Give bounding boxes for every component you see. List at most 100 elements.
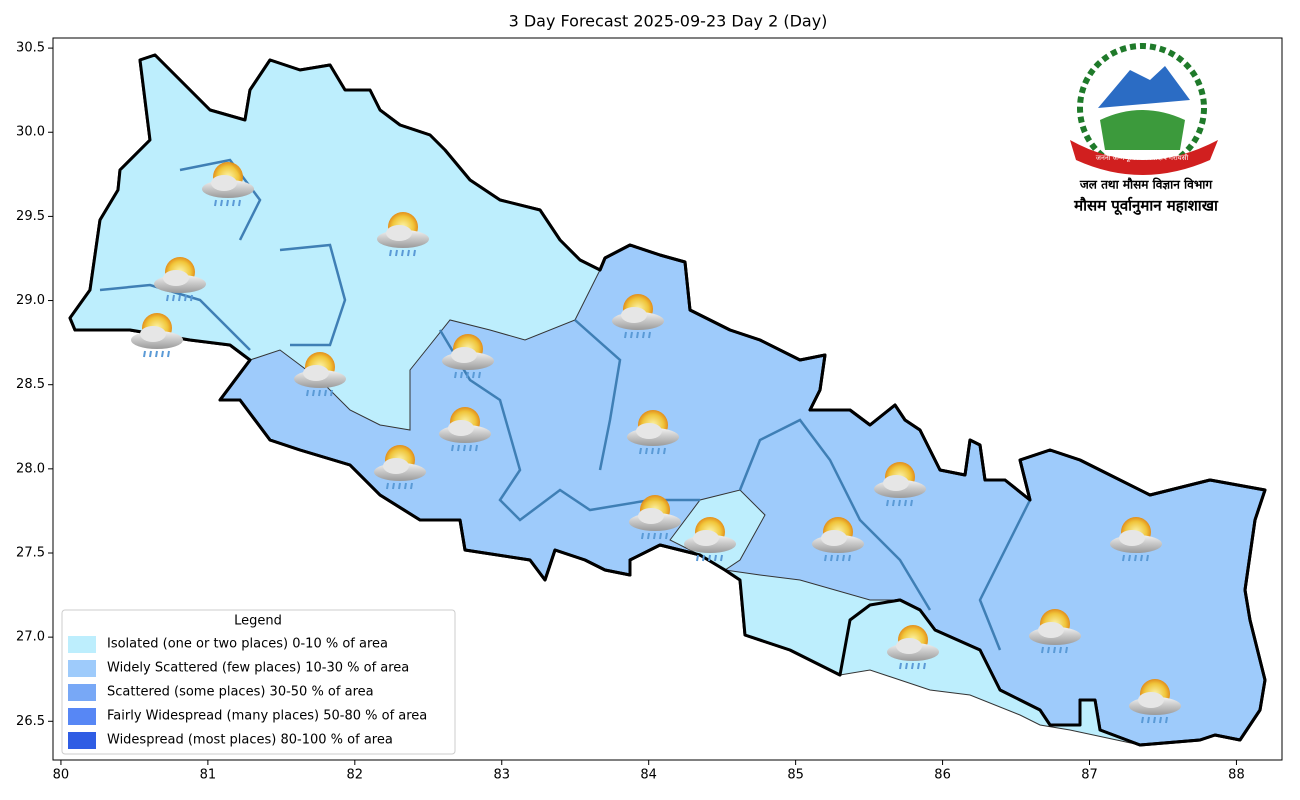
icon-rain <box>1122 554 1125 562</box>
weather-icon <box>812 517 864 562</box>
logo-mountain <box>1098 66 1190 108</box>
legend-title: Legend <box>234 614 282 629</box>
icon-rain <box>238 199 241 207</box>
icon-rain <box>898 499 901 507</box>
legend-label: Widespread (most places) 80-100 % of are… <box>107 733 393 748</box>
icon-rain <box>696 554 699 562</box>
icon-rain <box>1065 646 1068 654</box>
icon-rain <box>466 371 469 379</box>
icon-rain <box>641 532 644 540</box>
icon-rain <box>917 662 920 670</box>
icon-rain <box>413 249 416 257</box>
icon-cloud-top <box>140 326 166 342</box>
x-tick-label: 88 <box>1228 768 1245 783</box>
y-tick-label: 29.0 <box>16 293 45 308</box>
icon-rain <box>330 389 333 397</box>
icon-rain <box>923 662 926 670</box>
legend-box <box>61 609 456 755</box>
icon-cloud-top <box>386 225 412 241</box>
icon-rain <box>184 294 187 302</box>
icon-rain <box>318 389 321 397</box>
icon-rain <box>324 389 327 397</box>
icon-rain <box>636 331 639 339</box>
icon-rain <box>472 371 475 379</box>
icon-cloud-top <box>448 420 474 436</box>
icon-rain <box>824 554 827 562</box>
icon-rain <box>702 554 705 562</box>
x-tick-label: 82 <box>347 768 364 783</box>
chart-title: 3 Day Forecast 2025-09-23 Day 2 (Day) <box>509 12 828 31</box>
weather-icon <box>627 410 679 455</box>
y-tick-label: 28.0 <box>16 461 45 476</box>
legend-swatch <box>68 684 96 701</box>
weather-icon <box>684 517 736 562</box>
icon-cloud-top <box>636 423 662 439</box>
icon-rain <box>1053 646 1056 654</box>
icon-rain <box>166 294 169 302</box>
icon-rain <box>1140 554 1143 562</box>
icon-cloud-top <box>303 365 329 381</box>
x-tick-label: 85 <box>787 768 804 783</box>
icon-rain <box>639 447 642 455</box>
icon-rain <box>451 444 454 452</box>
y-tick-label: 26.5 <box>16 714 45 729</box>
icon-rain <box>659 532 662 540</box>
legend-swatch <box>68 636 96 653</box>
icon-rain <box>178 294 181 302</box>
icon-rain <box>648 331 651 339</box>
icon-rain <box>663 447 666 455</box>
icon-rain <box>1153 716 1156 724</box>
icon-rain <box>457 444 460 452</box>
icon-rain <box>830 554 833 562</box>
icon-rain <box>657 447 660 455</box>
legend-swatch <box>68 660 96 677</box>
icon-rain <box>478 371 481 379</box>
x-tick-label: 80 <box>53 768 70 783</box>
x-tick-label: 86 <box>934 768 951 783</box>
x-tick-label: 84 <box>640 768 657 783</box>
icon-cloud-top <box>621 307 647 323</box>
icon-rain <box>653 532 656 540</box>
y-tick-label: 27.0 <box>16 630 45 645</box>
y-tick-label: 27.5 <box>16 545 45 560</box>
icon-cloud-top <box>211 175 237 191</box>
icon-rain <box>172 294 175 302</box>
y-tick-label: 29.5 <box>16 209 45 224</box>
icon-cloud-top <box>693 530 719 546</box>
weather-icon <box>612 294 664 339</box>
icon-cloud-top <box>1119 530 1145 546</box>
division-name: मौसम पूर्वानुमान महाशाखा <box>1073 197 1219 216</box>
icon-rain <box>389 249 392 257</box>
legend: Legend Isolated (one or two places) 0-10… <box>61 609 456 755</box>
logo-motto: जननी जन्मभूमिश्च स्वर्गादपि गरीयसी <box>1096 153 1189 162</box>
weather-icon <box>442 334 494 379</box>
icon-rain <box>624 331 627 339</box>
icon-rain <box>720 554 723 562</box>
icon-rain <box>401 249 404 257</box>
icon-rain <box>155 350 158 358</box>
weather-icon <box>874 462 926 507</box>
x-tick-label: 83 <box>493 768 510 783</box>
icon-rain <box>842 554 845 562</box>
icon-rain <box>892 499 895 507</box>
icon-rain <box>407 249 410 257</box>
national-border <box>68 53 1267 747</box>
icon-rain <box>714 554 717 562</box>
weather-icon <box>154 257 206 302</box>
icon-cloud-top <box>896 638 922 654</box>
icon-rain <box>190 294 193 302</box>
icon-rain <box>905 662 908 670</box>
icon-rain <box>630 331 633 339</box>
icon-rain <box>1128 554 1131 562</box>
icon-cloud-top <box>638 508 664 524</box>
icon-rain <box>1165 716 1168 724</box>
icon-cloud-top <box>1038 622 1064 638</box>
logo: जननी जन्मभूमिश्च स्वर्गादपि गरीयसी जल तथ… <box>1070 43 1219 216</box>
icon-rain <box>904 499 907 507</box>
icon-cloud-top <box>1138 692 1164 708</box>
icon-rain <box>232 199 235 207</box>
map-layer <box>68 53 1267 747</box>
icon-rain <box>886 499 889 507</box>
icon-rain <box>1059 646 1062 654</box>
x-tick-label: 87 <box>1081 768 1098 783</box>
